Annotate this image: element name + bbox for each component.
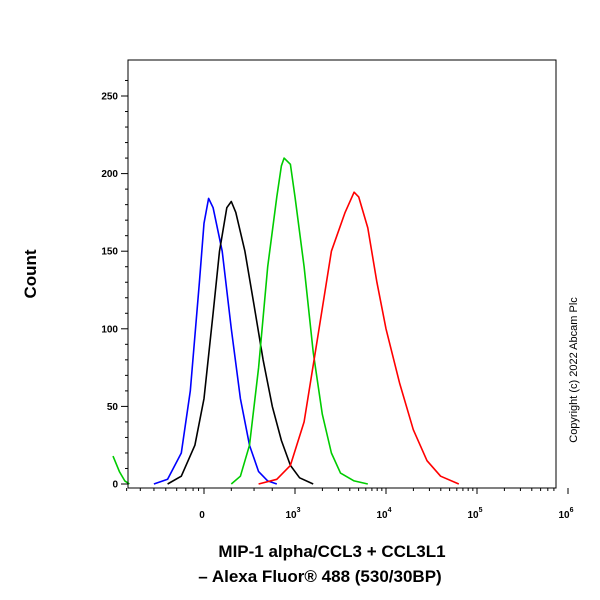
y-tick-label: 50 (107, 402, 119, 413)
series-line-1 (153, 197, 278, 485)
x-axis-label-line-2: – Alexa Fluor® 488 (530/30BP) (198, 567, 441, 586)
x-tick-label: 106 (558, 507, 573, 521)
y-tick-label: 100 (101, 324, 118, 335)
copyright-notice: Copyright (c) 2022 Abcam Plc (568, 297, 580, 443)
series-line-3 (230, 157, 368, 485)
y-tick-label: 250 (101, 92, 118, 103)
x-tick-label: 0 (199, 510, 205, 521)
series-line-5 (112, 455, 130, 485)
plot-frame (127, 59, 557, 489)
x-axis: 0 103 104 105 106 (126, 488, 574, 521)
y-tick-label: 150 (101, 247, 118, 258)
y-axis: 0 50 100 150 200 250 (101, 79, 128, 491)
y-axis-label: Count (21, 249, 40, 298)
x-tick-label: 104 (376, 507, 391, 521)
series-layer (112, 157, 460, 485)
y-tick-label: 200 (101, 169, 118, 180)
x-axis-label-line-1: MIP-1 alpha/CCL3 + CCL3L1 (218, 542, 445, 561)
series-line-4 (258, 191, 460, 485)
series-line-2 (167, 200, 314, 485)
y-tick-label: 0 (112, 480, 118, 491)
x-tick-label: 105 (467, 507, 482, 521)
x-tick-label: 103 (285, 507, 300, 521)
